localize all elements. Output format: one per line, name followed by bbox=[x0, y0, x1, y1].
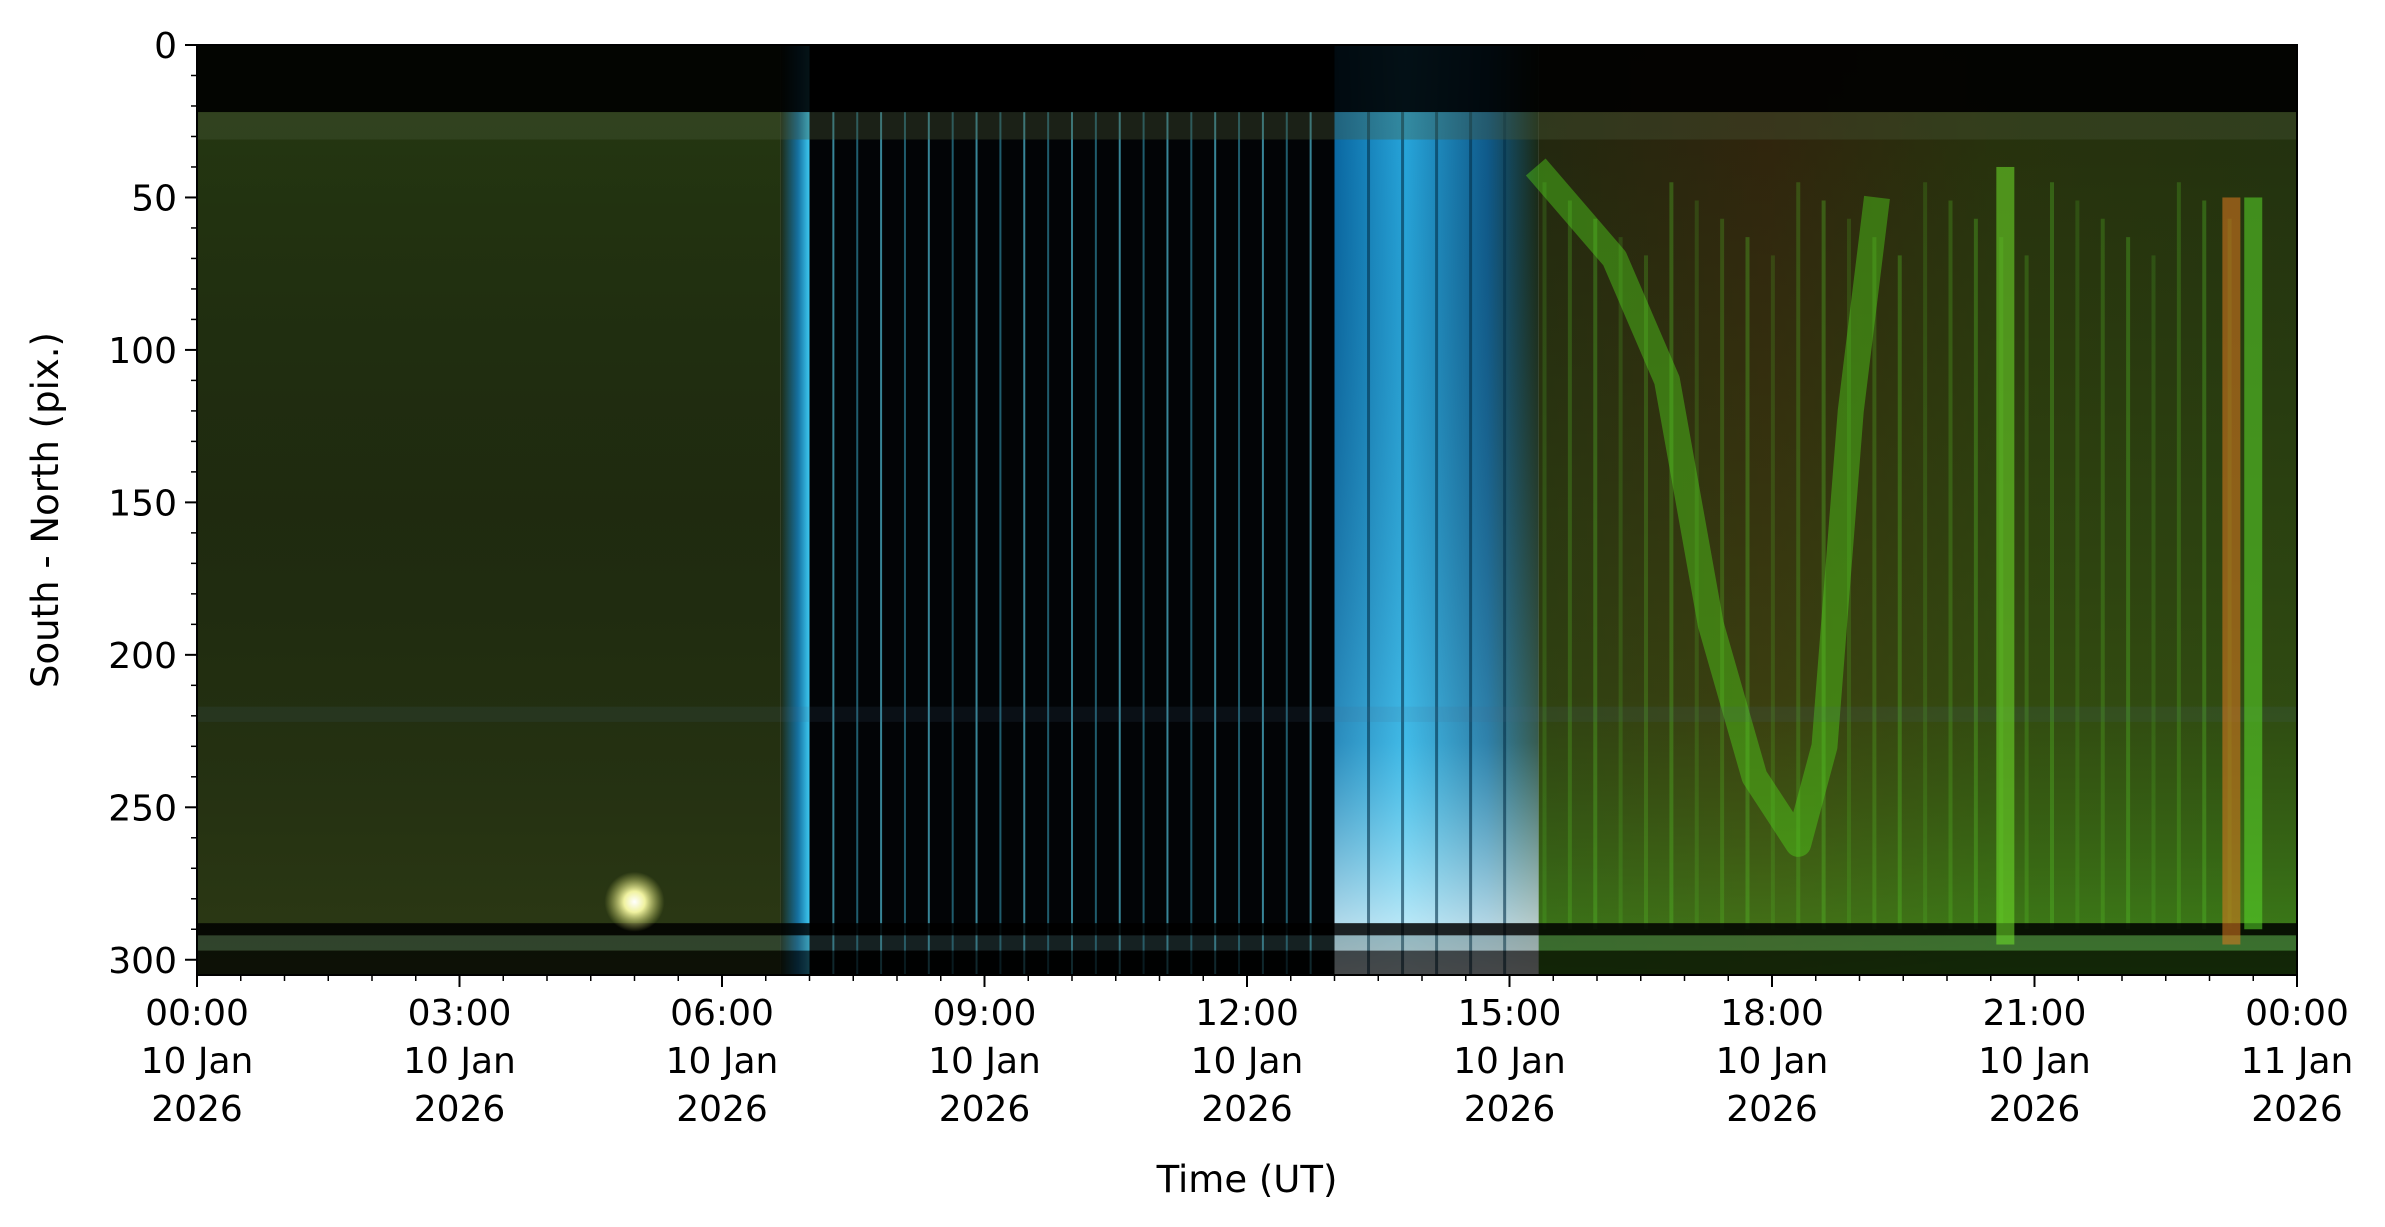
bottom-grey-band bbox=[197, 935, 2297, 951]
y-axis: 0 50 100 150 200 250 300 bbox=[108, 26, 197, 982]
plot-area bbox=[197, 45, 2297, 975]
x-axis-label: Time (UT) bbox=[1156, 1158, 1338, 1201]
aurora-streak bbox=[1996, 166, 2015, 945]
x-tick-label: 06:00 10 Jan 2026 bbox=[666, 993, 779, 1130]
y-tick-label: 0 bbox=[154, 26, 177, 67]
top-grey-band bbox=[197, 112, 2297, 140]
x-tick-label: 00:00 10 Jan 2026 bbox=[141, 993, 254, 1130]
bottom-floor-band bbox=[197, 950, 2297, 975]
y-axis-label: South - North (pix.) bbox=[24, 332, 67, 688]
image-texture bbox=[197, 45, 2297, 975]
y-tick-label: 100 bbox=[108, 331, 177, 372]
x-tick-label: 18:00 10 Jan 2026 bbox=[1716, 993, 1829, 1130]
night-glow bbox=[197, 45, 781, 975]
y-tick-label: 150 bbox=[108, 483, 177, 524]
y-tick-label: 50 bbox=[131, 178, 177, 219]
aurora-streak bbox=[2244, 197, 2263, 930]
moon-spot bbox=[604, 871, 665, 932]
y-tick-label: 200 bbox=[108, 636, 177, 677]
y-tick-label: 300 bbox=[108, 941, 177, 982]
region-dawn-twilight bbox=[780, 45, 810, 975]
aurora-streaks bbox=[604, 166, 2263, 945]
x-tick-label: 15:00 10 Jan 2026 bbox=[1453, 993, 1566, 1130]
aurora-arc bbox=[1525, 158, 1890, 857]
x-axis: 00:00 10 Jan 2026 03:00 10 Jan 2026 06:00 10 Ja… bbox=[141, 975, 2354, 1130]
x-tick-label: 09:00 10 Jan 2026 bbox=[928, 993, 1041, 1130]
x-tick-label: 12:00 10 Jan 2026 bbox=[1191, 993, 1304, 1130]
x-tick-label: 00:00 11 Jan 2026 bbox=[2241, 993, 2354, 1130]
y-tick-label: 250 bbox=[108, 788, 177, 829]
aurora-glow bbox=[1538, 45, 2297, 975]
bottom-dark-band bbox=[197, 923, 2297, 936]
x-tick-label: 03:00 10 Jan 2026 bbox=[403, 993, 516, 1130]
top-dark-band bbox=[197, 45, 2297, 113]
aurora-streak bbox=[2222, 197, 2241, 945]
faint-horizontal-line bbox=[197, 706, 2297, 722]
x-tick-label: 21:00 10 Jan 2026 bbox=[1978, 993, 2091, 1130]
